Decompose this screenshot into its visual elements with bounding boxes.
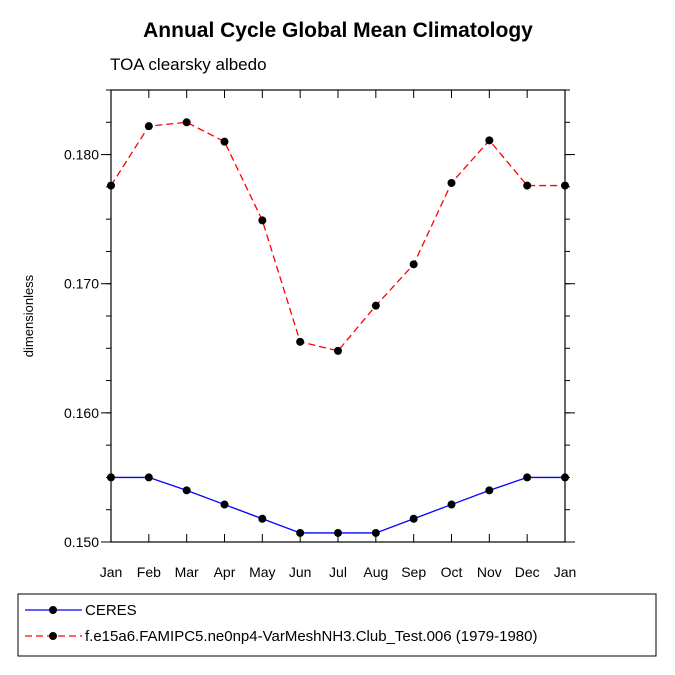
x-tick-label: Sep bbox=[401, 564, 426, 580]
x-tick-label: Jul bbox=[329, 564, 347, 580]
y-tick-label: 0.180 bbox=[64, 147, 99, 163]
x-tick-label: Nov bbox=[477, 564, 502, 580]
x-tick-label: May bbox=[249, 564, 275, 580]
data-point bbox=[144, 473, 153, 482]
data-point bbox=[371, 528, 380, 537]
x-tick-label: Jan bbox=[554, 564, 577, 580]
x-tick-label: Aug bbox=[363, 564, 388, 580]
data-point bbox=[561, 181, 569, 190]
data-point bbox=[107, 473, 115, 482]
legend-marker bbox=[49, 606, 57, 614]
legend-marker bbox=[49, 632, 57, 640]
y-tick-label: 0.150 bbox=[64, 534, 99, 550]
x-tick-label: Jun bbox=[289, 564, 312, 580]
x-tick-label: Apr bbox=[214, 564, 236, 580]
x-tick-label: Mar bbox=[175, 564, 199, 580]
data-point bbox=[182, 118, 191, 127]
legend-label: f.e15a6.FAMIPC5.ne0np4-VarMeshNH3.Club_T… bbox=[85, 628, 537, 645]
x-tick-label: Oct bbox=[441, 564, 463, 580]
data-point bbox=[296, 528, 305, 537]
legend-label: CERES bbox=[85, 602, 137, 619]
plot-frame bbox=[110, 89, 566, 543]
x-tick-label: Dec bbox=[515, 564, 540, 580]
data-point bbox=[107, 181, 115, 190]
y-tick-label: 0.170 bbox=[64, 276, 99, 292]
legend: CERES f.e15a6.FAMIPC5.ne0np4-VarMeshNH3.C… bbox=[17, 593, 657, 657]
data-point bbox=[523, 181, 532, 190]
x-tick-label: Feb bbox=[137, 564, 161, 580]
data-point bbox=[561, 473, 569, 482]
chart-subtitle: TOA clearsky albedo bbox=[110, 55, 267, 74]
data-point bbox=[447, 500, 456, 509]
data-point bbox=[523, 473, 532, 482]
data-point bbox=[409, 514, 418, 523]
data-point bbox=[485, 136, 494, 145]
data-point bbox=[258, 216, 267, 225]
data-point bbox=[447, 178, 456, 187]
data-point bbox=[371, 301, 380, 310]
data-point bbox=[220, 137, 229, 146]
x-tick-label: Jan bbox=[100, 564, 123, 580]
plot-area: Jan Feb Mar Apr May Jun Jul Aug Sep Oct Nov Dec Jan0… bbox=[64, 89, 577, 580]
data-point bbox=[296, 337, 305, 346]
y-axis-label: dimensionless bbox=[21, 274, 36, 357]
data-point bbox=[409, 260, 418, 269]
y-tick-label: 0.160 bbox=[64, 405, 99, 421]
data-point bbox=[144, 122, 153, 131]
legend-box bbox=[17, 593, 657, 657]
data-point bbox=[258, 514, 267, 523]
data-point bbox=[334, 528, 342, 537]
data-point bbox=[334, 346, 342, 355]
data-point bbox=[220, 500, 229, 509]
data-point bbox=[485, 486, 494, 495]
series-line-2 bbox=[110, 121, 565, 352]
data-point bbox=[182, 486, 191, 495]
chart-title: Annual Cycle Global Mean Climatology bbox=[143, 19, 533, 42]
series-line-1 bbox=[111, 476, 565, 534]
